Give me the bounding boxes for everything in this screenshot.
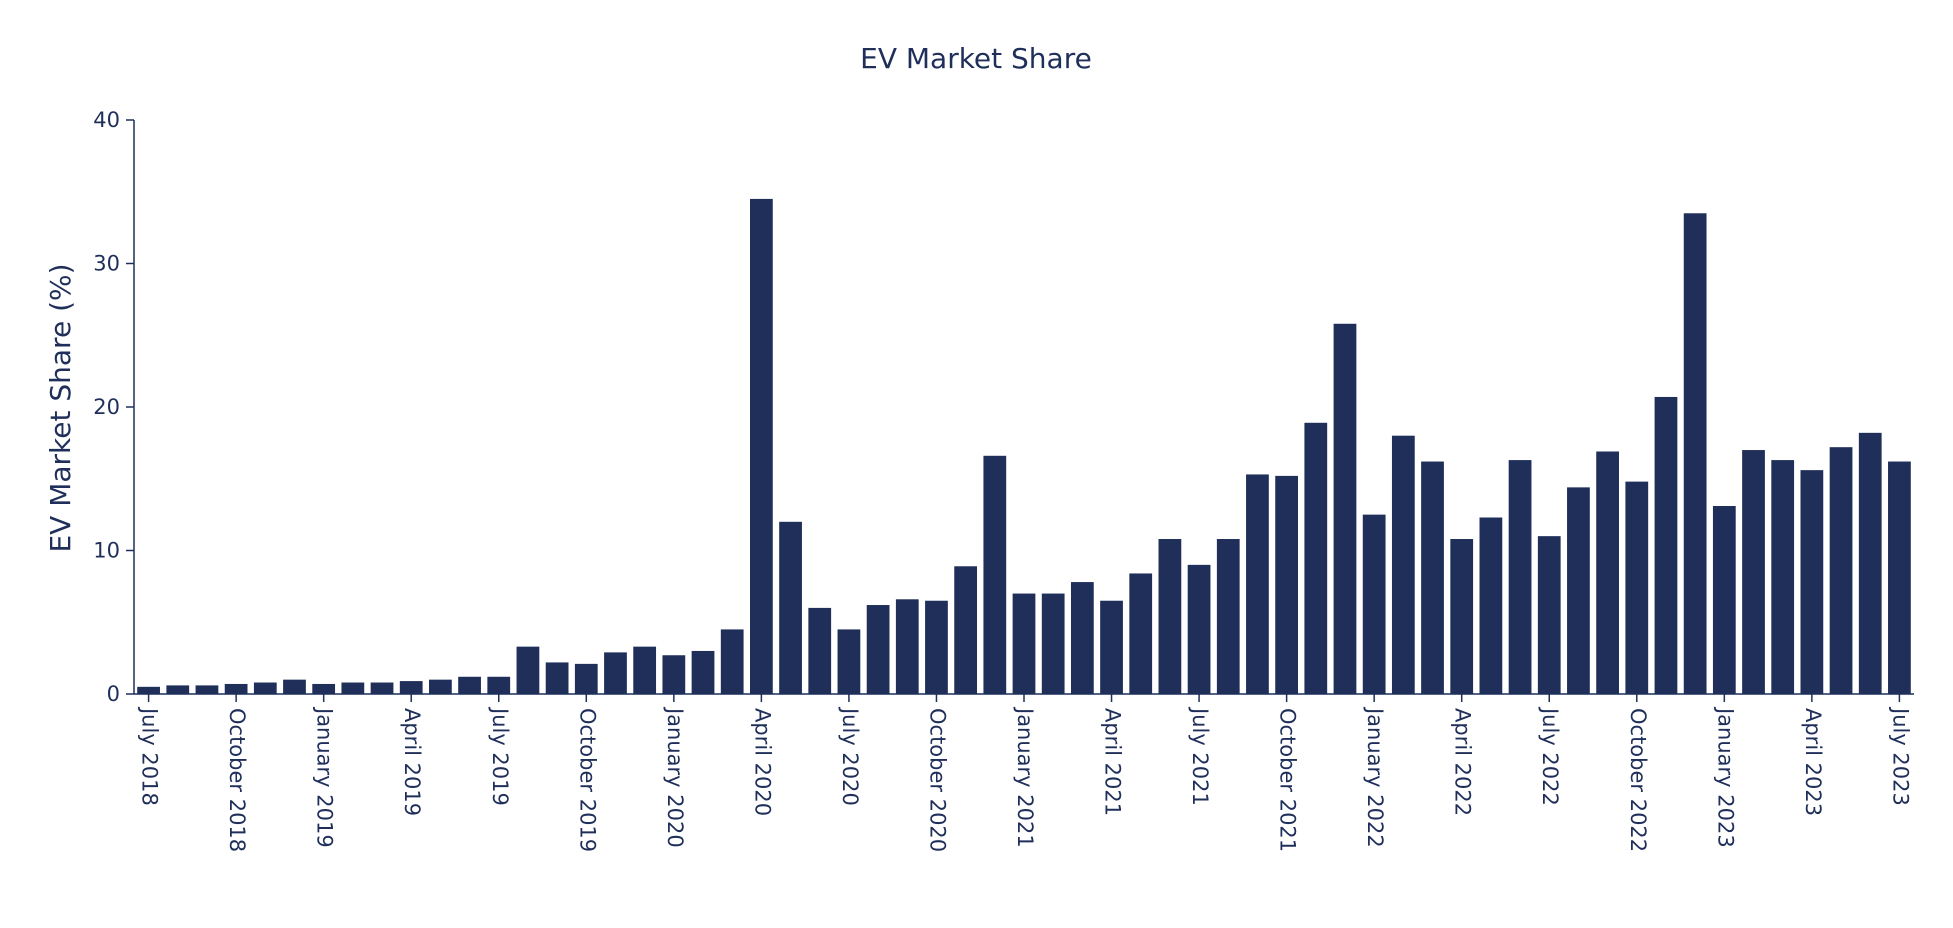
bar-june-2021 [1158, 539, 1182, 694]
bar-july-2019 [487, 676, 511, 694]
bar-april-2019 [399, 681, 423, 694]
bar-february-2020 [691, 650, 715, 694]
x-tick-label: January 2021 [1013, 706, 1037, 848]
bar-november-2018 [253, 682, 277, 694]
bar-july-2021 [1187, 564, 1211, 694]
bar-december-2020 [983, 455, 1007, 694]
bar-november-2021 [1304, 422, 1328, 694]
bar-august-2022 [1567, 487, 1590, 694]
x-tick-label: January 2020 [663, 706, 687, 848]
bar-february-2023 [1742, 450, 1765, 694]
bar-february-2019 [341, 682, 365, 694]
bar-september-2018 [195, 685, 219, 694]
y-axis-ticks: 0 10 20 30 40 [93, 108, 134, 706]
bar-july-2018 [137, 686, 160, 694]
chart-title: EV Market Share [860, 42, 1092, 75]
bar-august-2019 [516, 646, 540, 694]
bar-october-2019 [574, 663, 598, 694]
x-tick-label: January 2023 [1713, 706, 1737, 848]
bar-august-2020 [866, 605, 890, 694]
x-tick-label: July 2021 [1188, 706, 1212, 806]
bar-march-2023 [1771, 460, 1795, 694]
x-axis-ticks: July 2018 October 2018 January 2019 April 2… [138, 694, 1912, 852]
bar-december-2018 [283, 679, 306, 694]
bar-october-2020 [925, 600, 948, 694]
x-tick-label: July 2018 [138, 706, 162, 806]
x-tick-label: April 2020 [750, 708, 774, 816]
bar-september-2022 [1596, 451, 1619, 694]
x-tick-label: October 2021 [1276, 708, 1300, 852]
bar-july-2022 [1537, 536, 1561, 694]
y-tick-label: 0 [107, 682, 120, 706]
bar-january-2021 [1012, 593, 1036, 694]
bar-october-2021 [1275, 475, 1298, 694]
bar-may-2019 [429, 679, 452, 694]
bar-july-2020 [837, 629, 861, 694]
bar-december-2022 [1683, 213, 1707, 694]
bar-october-2018 [224, 683, 248, 694]
bar-november-2020 [954, 566, 978, 694]
bar-september-2020 [895, 599, 919, 694]
x-tick-label: October 2022 [1626, 708, 1650, 852]
bar-december-2021 [1333, 323, 1357, 694]
bar-may-2023 [1829, 447, 1853, 694]
bars-group [137, 198, 1911, 695]
bar-september-2019 [545, 662, 569, 694]
y-tick-label: 20 [93, 395, 120, 419]
bar-june-2022 [1508, 460, 1532, 694]
bar-february-2022 [1391, 435, 1415, 694]
bar-september-2021 [1246, 474, 1269, 694]
bar-january-2020 [662, 655, 686, 694]
bar-march-2022 [1421, 461, 1444, 694]
bar-august-2018 [166, 685, 190, 694]
bar-june-2019 [458, 676, 481, 694]
bar-march-2020 [720, 629, 744, 694]
bar-june-2023 [1858, 432, 1882, 694]
x-tick-label: July 2022 [1538, 706, 1562, 806]
bar-june-2020 [808, 607, 832, 694]
x-tick-label: July 2020 [838, 706, 862, 806]
bar-november-2019 [604, 652, 627, 694]
bar-january-2022 [1362, 514, 1386, 695]
y-tick-label: 30 [93, 252, 120, 276]
x-tick-label: April 2022 [1451, 708, 1475, 816]
bar-november-2022 [1654, 396, 1678, 694]
bar-april-2023 [1800, 470, 1824, 694]
bar-july-2023 [1888, 461, 1911, 694]
bar-february-2021 [1041, 593, 1065, 694]
x-tick-label: July 2023 [1888, 706, 1912, 806]
bar-march-2021 [1070, 582, 1094, 694]
bar-may-2022 [1479, 517, 1503, 694]
bar-april-2022 [1450, 539, 1474, 694]
bar-january-2023 [1712, 506, 1736, 694]
x-tick-label: October 2019 [575, 708, 599, 852]
bar-april-2021 [1100, 600, 1123, 694]
bar-october-2022 [1625, 481, 1649, 694]
x-tick-label: October 2018 [225, 708, 249, 852]
bar-march-2019 [370, 682, 394, 694]
bar-december-2019 [633, 646, 657, 694]
y-tick-label: 40 [93, 108, 120, 132]
y-axis-label: EV Market Share (%) [44, 263, 77, 552]
bar-august-2021 [1216, 539, 1240, 694]
x-tick-label: July 2019 [488, 706, 512, 806]
x-tick-label: April 2019 [400, 708, 424, 816]
x-tick-label: April 2021 [1101, 708, 1125, 816]
bar-april-2020 [750, 198, 773, 695]
bar-may-2020 [779, 521, 802, 694]
x-tick-label: April 2023 [1801, 708, 1825, 816]
y-tick-label: 10 [93, 539, 120, 563]
bar-january-2019 [312, 683, 336, 694]
x-tick-label: October 2020 [925, 708, 949, 852]
x-tick-label: January 2019 [313, 706, 337, 848]
x-tick-label: January 2022 [1363, 706, 1387, 848]
bar-may-2021 [1129, 573, 1153, 694]
